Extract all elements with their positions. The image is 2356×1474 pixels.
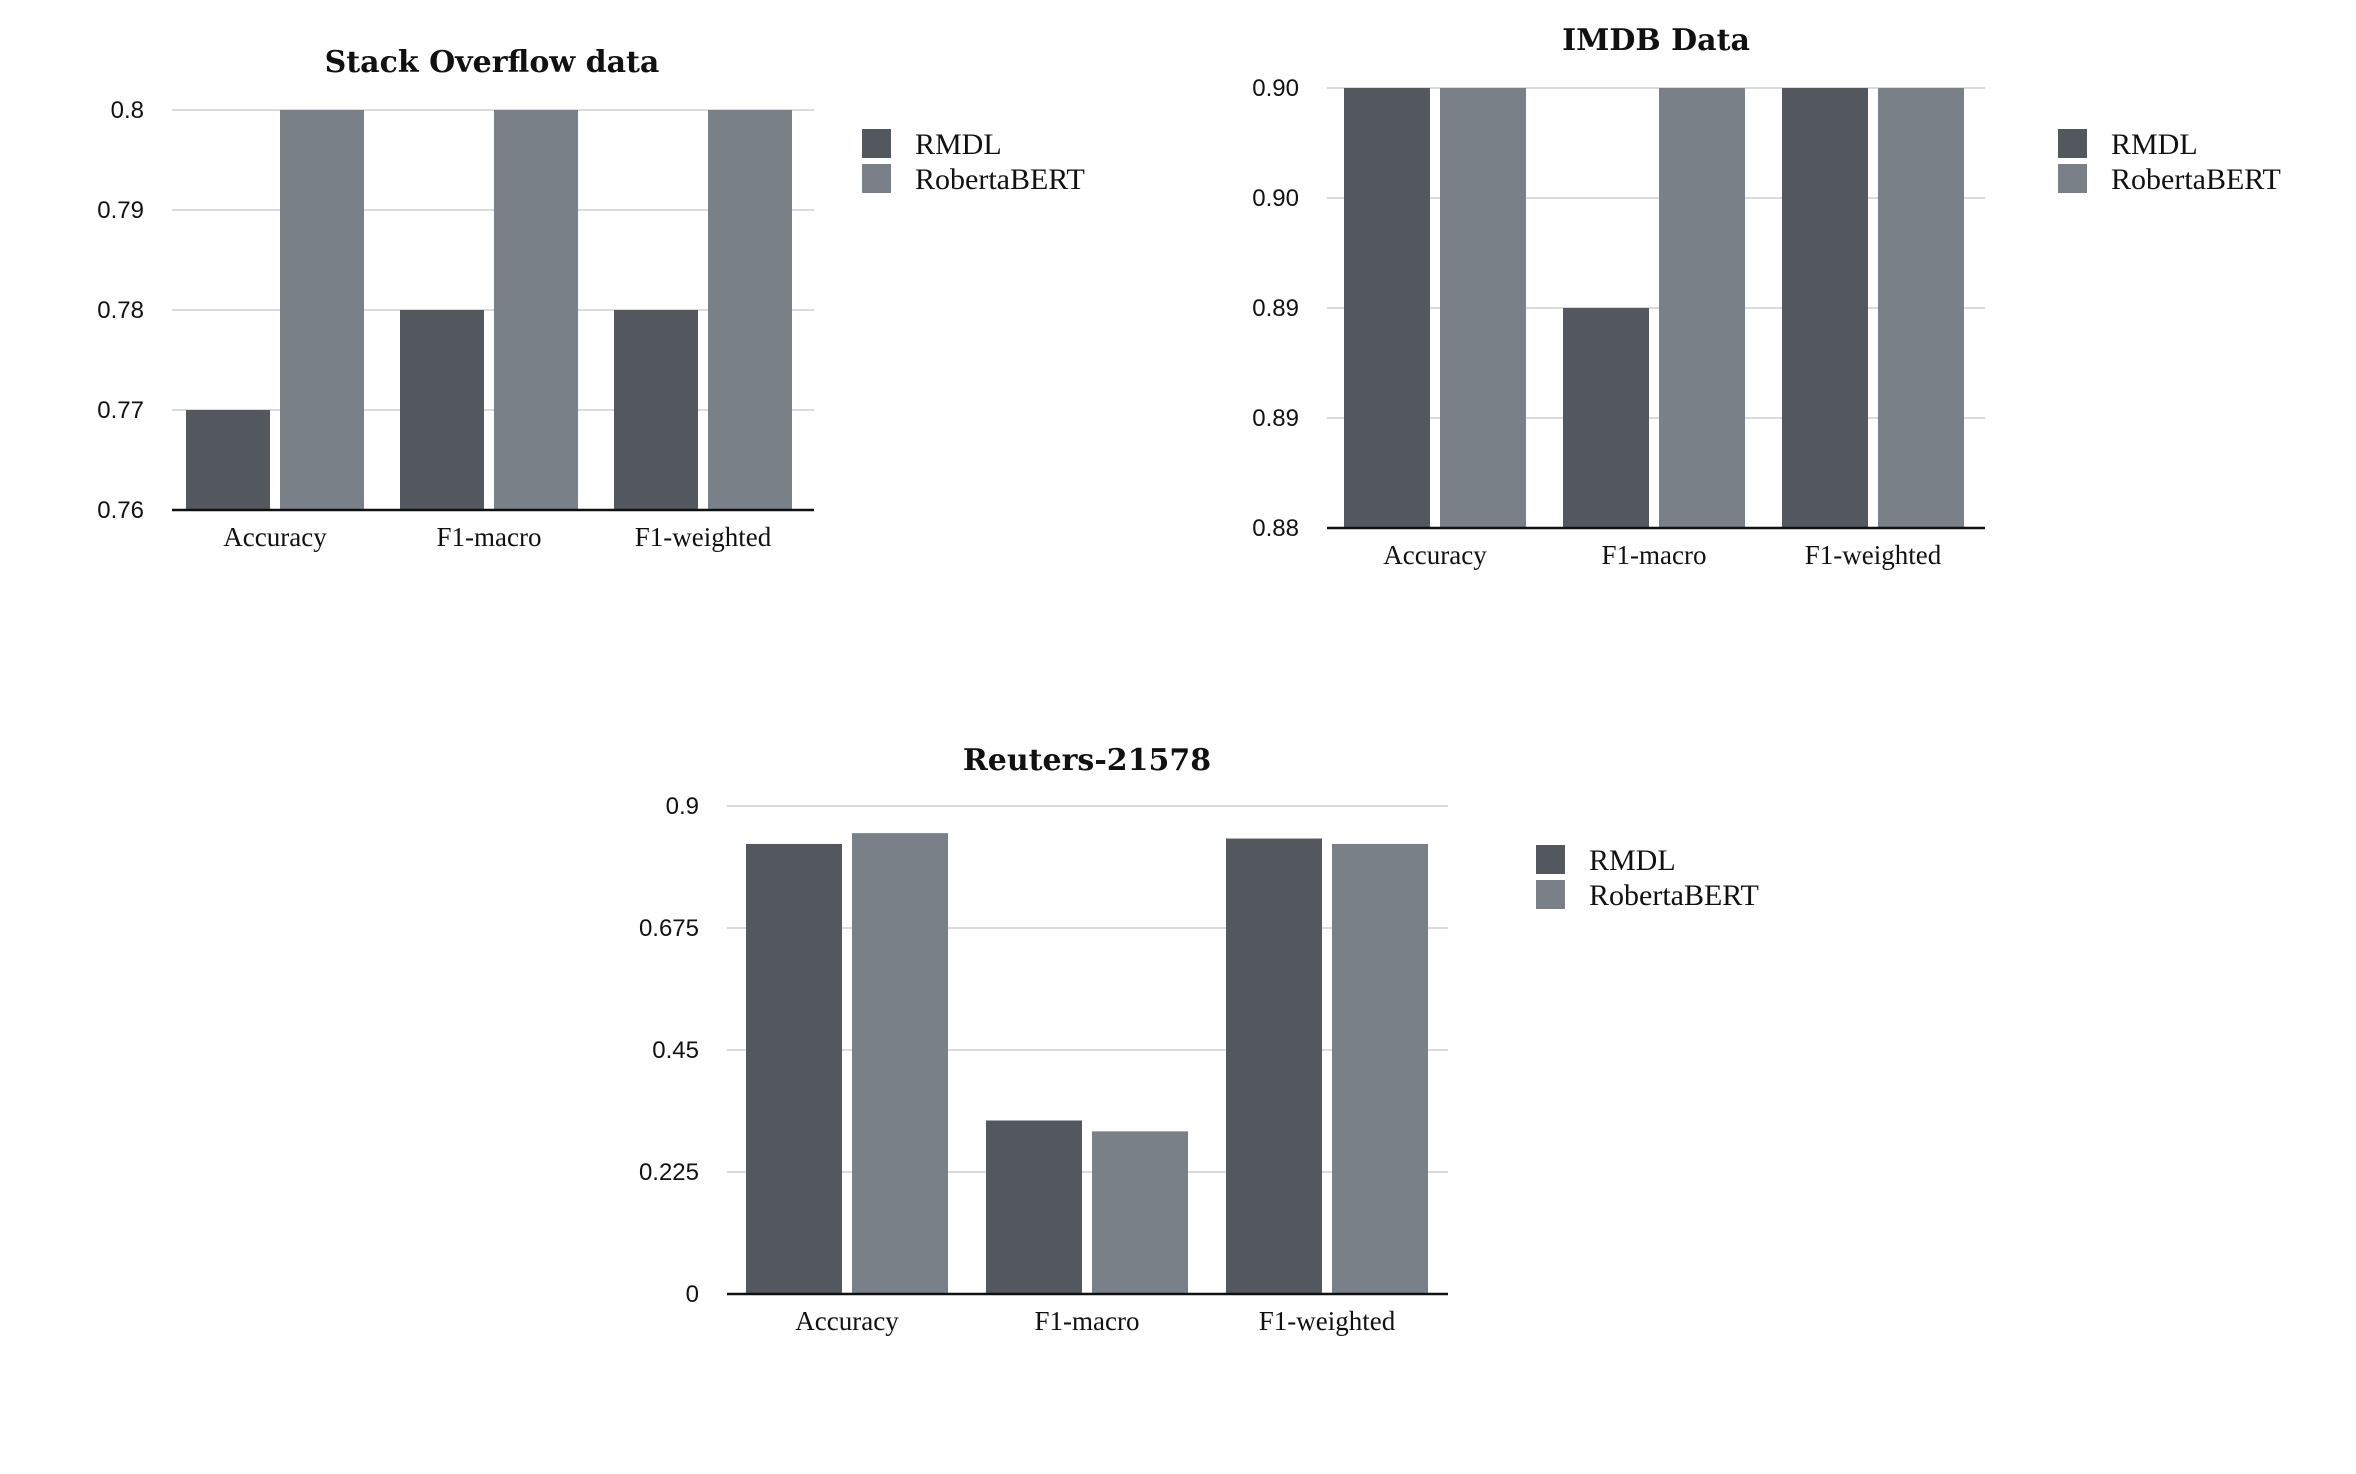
x-category-label: F1-weighted bbox=[1259, 1306, 1396, 1336]
bar-rmdl bbox=[186, 410, 270, 510]
x-category-label: Accuracy bbox=[223, 522, 327, 552]
y-tick-label: 0.77 bbox=[97, 397, 144, 424]
bar-robertabert bbox=[852, 833, 948, 1294]
legend-swatch-robertabert bbox=[2058, 164, 2087, 193]
y-tick-label: 0.45 bbox=[652, 1037, 699, 1064]
y-tick-label: 0.79 bbox=[97, 197, 144, 224]
y-tick-label: 0.9 bbox=[666, 793, 699, 820]
x-category-label: Accuracy bbox=[1383, 540, 1487, 570]
y-tick-label: 0.8 bbox=[111, 97, 144, 124]
legend-swatch-rmdl bbox=[862, 129, 891, 158]
y-tick-label: 0.90 bbox=[1252, 75, 1299, 102]
bar-robertabert bbox=[708, 110, 792, 510]
legend-label: RobertaBERT bbox=[1589, 879, 1759, 912]
y-tick-label: 0.78 bbox=[97, 297, 144, 324]
y-tick-label: 0.89 bbox=[1252, 295, 1299, 322]
bar-rmdl bbox=[400, 310, 484, 510]
y-tick-label: 0.89 bbox=[1252, 405, 1299, 432]
bar-rmdl bbox=[746, 843, 842, 1294]
bar-rmdl bbox=[614, 310, 698, 510]
x-category-label: F1-weighted bbox=[1805, 540, 1942, 570]
legend-swatch-robertabert bbox=[862, 164, 891, 193]
legend-label: RMDL bbox=[915, 128, 1002, 161]
y-tick-label: 0.225 bbox=[639, 1159, 699, 1186]
legend-label: RobertaBERT bbox=[2111, 163, 2281, 196]
chart-0: Stack Overflow data 0.76 0.77 0.78 0.79 0.8 Ac… bbox=[97, 45, 1085, 552]
bar-rmdl bbox=[1344, 88, 1430, 528]
x-category-label: F1-macro bbox=[437, 522, 542, 552]
x-category-label: Accuracy bbox=[795, 1306, 899, 1336]
x-category-label: F1-macro bbox=[1602, 540, 1707, 570]
x-category-label: F1-macro bbox=[1035, 1306, 1140, 1336]
bar-robertabert bbox=[1659, 88, 1745, 528]
bar-robertabert bbox=[280, 110, 364, 510]
bar-rmdl bbox=[1226, 838, 1322, 1294]
bar-robertabert bbox=[1878, 88, 1964, 528]
chart-title: Reuters-21578 bbox=[963, 743, 1211, 778]
x-category-label: F1-weighted bbox=[635, 522, 772, 552]
bar-rmdl bbox=[1563, 308, 1649, 528]
legend-label: RMDL bbox=[1589, 844, 1676, 877]
y-tick-label: 0 bbox=[686, 1281, 699, 1308]
chart-title: IMDB Data bbox=[1562, 23, 1750, 58]
legend-swatch-rmdl bbox=[1536, 845, 1565, 874]
legend-label: RMDL bbox=[2111, 128, 2198, 161]
legend-swatch-rmdl bbox=[2058, 129, 2087, 158]
y-tick-label: 0.90 bbox=[1252, 185, 1299, 212]
bar-rmdl bbox=[986, 1120, 1082, 1294]
chart-title: Stack Overflow data bbox=[325, 45, 660, 80]
bar-robertabert bbox=[1092, 1131, 1188, 1294]
y-tick-label: 0.88 bbox=[1252, 515, 1299, 542]
bar-robertabert bbox=[1332, 843, 1428, 1294]
bar-robertabert bbox=[494, 110, 578, 510]
chart-1: IMDB Data 0.88 0.89 0.89 0.90 0.90 Accuracy F1-… bbox=[1252, 23, 2281, 570]
legend-swatch-robertabert bbox=[1536, 880, 1565, 909]
y-tick-label: 0.76 bbox=[97, 497, 144, 524]
y-tick-label: 0.675 bbox=[639, 915, 699, 942]
bar-rmdl bbox=[1782, 88, 1868, 528]
chart-2: Reuters-21578 0 0.225 0.45 0.675 0.9 Accuracy F… bbox=[639, 743, 1759, 1336]
bar-robertabert bbox=[1440, 88, 1526, 528]
legend-label: RobertaBERT bbox=[915, 163, 1085, 196]
